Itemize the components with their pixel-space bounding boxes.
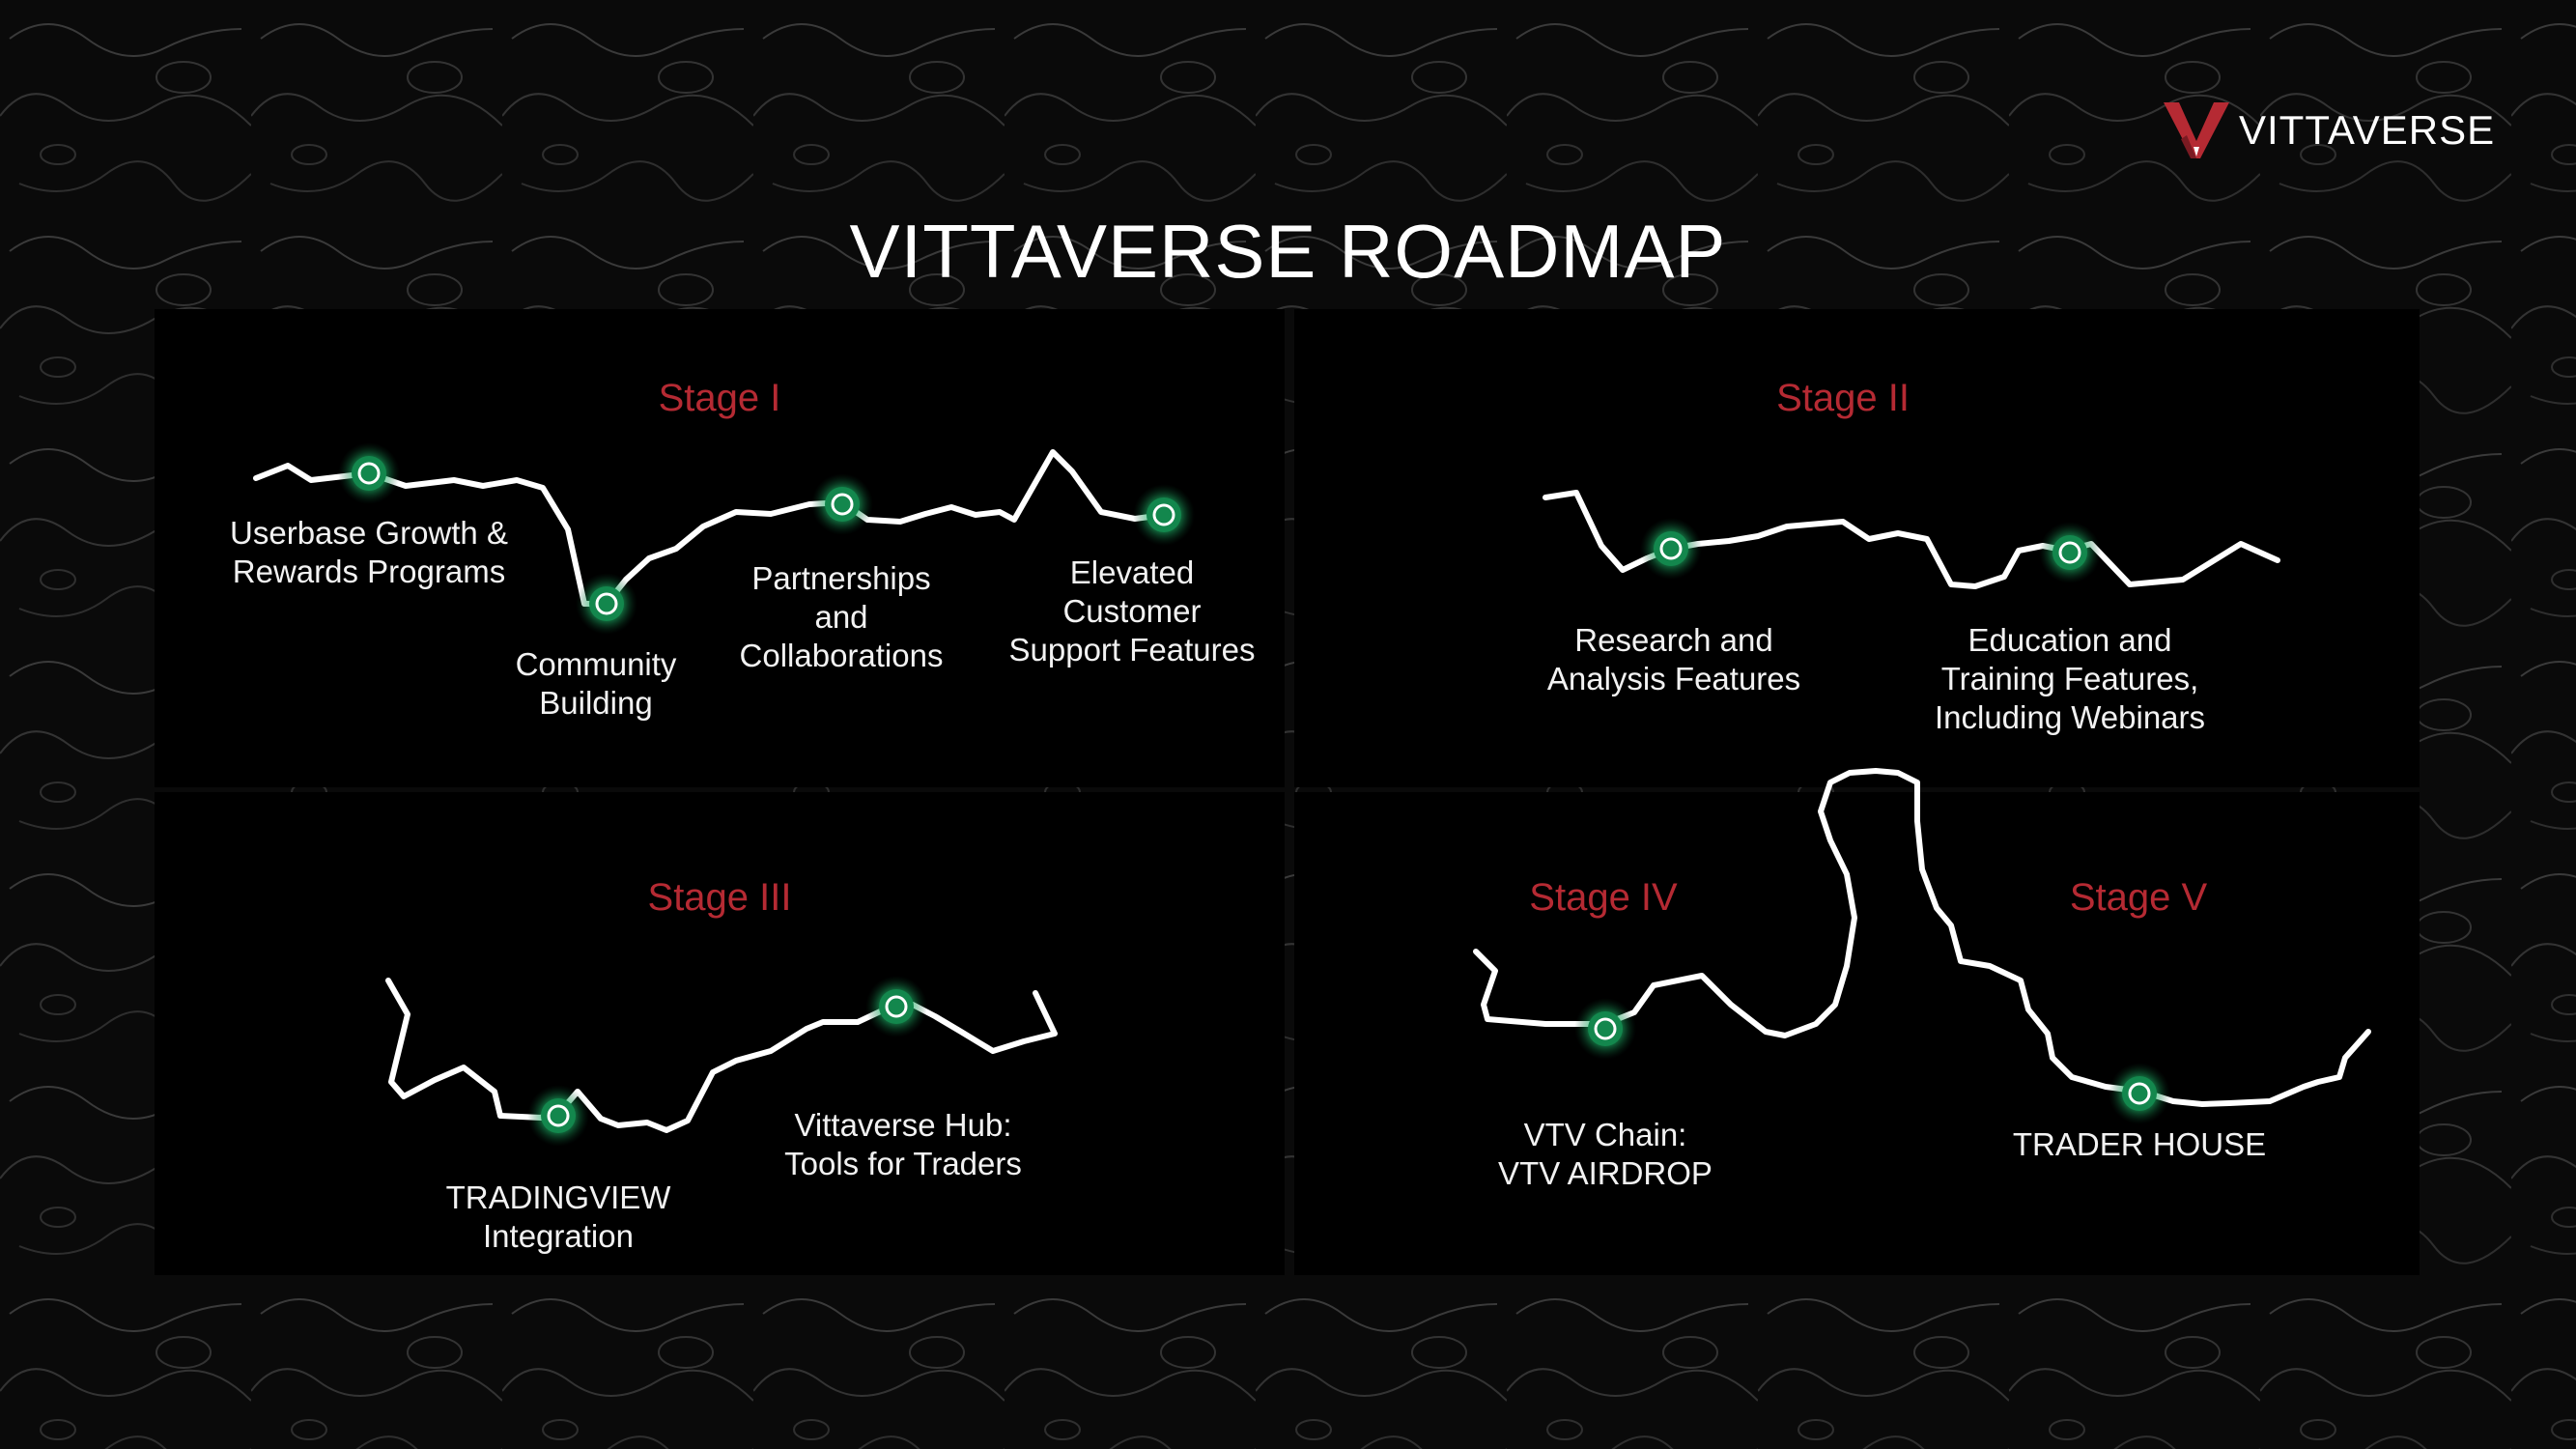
milestone-trader-house-label: TRADER HOUSE — [2012, 1126, 2267, 1162]
milestone-vtv-chain-label: VTV Chain: VTV AIRDROP — [1498, 1117, 1713, 1191]
stage-4-5-panel — [1294, 792, 2420, 1275]
milestone-node-support — [1133, 484, 1195, 546]
stage-3-label: Stage III — [647, 876, 792, 919]
stage-1-label: Stage I — [658, 377, 781, 419]
milestone-node-vtv-chain — [1574, 998, 1636, 1060]
stage-1-path — [253, 449, 1167, 607]
stage-3-panel — [155, 792, 1285, 1275]
milestone-node-trader-house — [2109, 1063, 2170, 1124]
page-title: VITTAVERSE ROADMAP — [849, 209, 1727, 294]
stage-4-label: Stage IV — [1529, 876, 1678, 919]
milestone-tradingview-label: TRADINGVIEW Integration — [445, 1179, 671, 1254]
milestone-node-community — [576, 573, 637, 635]
milestone-node-partnerships — [811, 473, 873, 535]
brand-name: VITTAVERSE — [2239, 107, 2496, 153]
milestone-node-tradingview — [527, 1085, 589, 1147]
stage-3-path — [385, 978, 1058, 1133]
stage-1-panel — [155, 309, 1285, 787]
milestone-hub-label: Vittaverse Hub: Tools for Traders — [784, 1107, 1022, 1181]
brand-logo[interactable]: VITTAVERSE — [2162, 97, 2495, 164]
milestone-node-research — [1640, 518, 1702, 580]
stage-4-path — [1473, 768, 2371, 1107]
milestone-community-label: Community Building — [515, 646, 677, 721]
milestone-userbase-label: Userbase Growth & Rewards Programs — [230, 515, 508, 589]
vittaverse-v-icon — [2164, 102, 2229, 158]
milestone-support-label: Elevated Customer Support Features — [1008, 554, 1256, 668]
milestone-node-userbase — [338, 442, 400, 504]
stage-2-label: Stage II — [1776, 377, 1910, 419]
stage-5-label: Stage V — [2069, 876, 2208, 919]
milestone-education-label: Education and Training Features, Includi… — [1934, 622, 2206, 735]
milestone-node-hub — [865, 976, 927, 1037]
milestone-partnerships-label: Partnerships and Collaborations — [739, 560, 944, 673]
milestone-node-education — [2039, 522, 2101, 583]
milestone-research-label: Research and Analysis Features — [1546, 622, 1801, 696]
